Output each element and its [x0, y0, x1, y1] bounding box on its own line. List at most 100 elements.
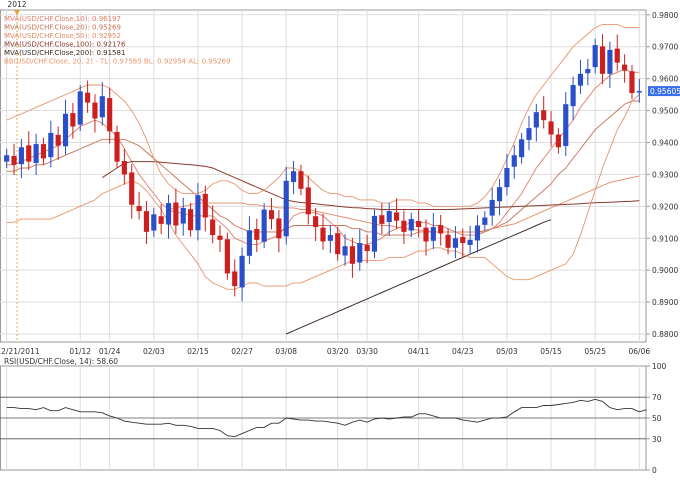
candle-body [195, 195, 201, 231]
x-tick-label: 03/30 [356, 347, 378, 356]
x-tick-label: 12/21/2011 [0, 347, 40, 356]
candle-body [217, 235, 223, 240]
candle-body [349, 246, 355, 264]
candle-body [129, 172, 135, 205]
candle-body [99, 96, 105, 118]
y-tick-label: 0.9400 [652, 138, 678, 147]
rsi-legend: RSI(USD/CHF.Close, 14): 58.60 [4, 357, 118, 366]
x-tick-label: 04/11 [408, 347, 430, 356]
x-tick-label: 03/08 [275, 347, 297, 356]
legend-entry: MVA(USD/CHF.Close,10): 0.96197 [4, 15, 121, 23]
candle-body [357, 243, 363, 263]
candle-body [210, 219, 216, 236]
candle-body [18, 147, 24, 165]
candle-body [298, 171, 304, 189]
x-tick-label: 05/03 [496, 347, 518, 356]
candle-body [629, 71, 635, 93]
candle-body [70, 113, 76, 127]
candle-body [165, 203, 172, 225]
candle-body [239, 255, 245, 288]
candle-body [291, 171, 297, 183]
candle-body [283, 180, 289, 237]
candle-body [460, 236, 466, 244]
legend-entry: MVA(USD/CHF.Close,200): 0.91581 [4, 49, 125, 57]
candle-body [180, 207, 186, 224]
candle-body [482, 217, 488, 225]
x-tick-label: 06/06 [629, 347, 651, 356]
year-label: 2012 [7, 0, 26, 9]
x-tick-label: 05/15 [540, 347, 562, 356]
candle-body [173, 202, 179, 226]
y-tick-label: 0.9600 [652, 75, 678, 84]
y-tick-label: 0.9000 [652, 266, 678, 275]
candle-body [438, 225, 444, 234]
candle-body [335, 233, 341, 255]
candle-body [548, 121, 554, 135]
candle-body [416, 221, 422, 228]
candle-body [401, 220, 407, 232]
candle-body [151, 214, 157, 231]
x-tick-label: 02/03 [143, 347, 165, 356]
candle-body [114, 131, 120, 162]
candle-body [11, 155, 17, 165]
candle-body [143, 211, 150, 232]
rsi-tick-label: 70 [652, 393, 662, 402]
candle-body [467, 239, 473, 245]
candle-body [379, 215, 385, 224]
candle-body [526, 128, 532, 140]
candle-body [327, 235, 333, 241]
candle-body [232, 271, 238, 287]
candle-body [599, 46, 606, 74]
series-line-6 [6, 94, 640, 290]
candle-body [33, 144, 39, 163]
candle-body [121, 160, 127, 175]
candle-body [364, 244, 370, 252]
candle-body [202, 193, 208, 218]
candle-body [393, 212, 400, 221]
y-tick-label: 0.8800 [652, 330, 678, 339]
candle-body [622, 64, 628, 71]
series-line-3 [102, 161, 640, 210]
rsi-tick-label: 30 [652, 435, 662, 444]
candle-body [254, 228, 260, 240]
candle-body [268, 210, 275, 220]
candle-body [511, 155, 517, 167]
candle-body [496, 187, 503, 202]
price-tag-box [648, 86, 680, 97]
candle-body [371, 215, 378, 252]
candle-body [62, 113, 69, 147]
y-tick-label: 0.8900 [652, 298, 678, 307]
rsi-tick-label: 100 [652, 362, 667, 371]
candle-body [40, 144, 47, 159]
candle-body [452, 238, 458, 248]
candle-body [55, 134, 61, 146]
candle-body [607, 49, 613, 74]
candle-body [489, 199, 495, 216]
candle-body [592, 45, 598, 68]
x-tick-label: 01/24 [99, 347, 121, 356]
candle-body [48, 132, 54, 158]
candle-body [541, 110, 547, 121]
candle-body [276, 218, 282, 239]
candle-body [555, 134, 561, 148]
candle-body [430, 227, 436, 241]
y-tick-label: 0.9800 [652, 11, 678, 20]
y-tick-label: 0.9200 [652, 202, 678, 211]
candle-body [445, 234, 451, 248]
candle-body [519, 139, 525, 158]
candle-body [188, 209, 194, 231]
candle-body [305, 187, 311, 215]
price-tag-label: 0.95605 [650, 87, 680, 96]
x-tick-label: 04/23 [452, 347, 474, 356]
series-line-4 [286, 219, 552, 335]
candle-body [85, 92, 91, 103]
candle-body [563, 104, 569, 146]
legend-entry: MVA(USD/CHF.Close,20): 0.95269 [4, 24, 121, 32]
candle-body [92, 102, 98, 119]
year-marker [13, 10, 20, 15]
rsi-tick-label: 0 [652, 466, 657, 475]
candle-body [504, 168, 510, 188]
candle-body [577, 73, 584, 86]
